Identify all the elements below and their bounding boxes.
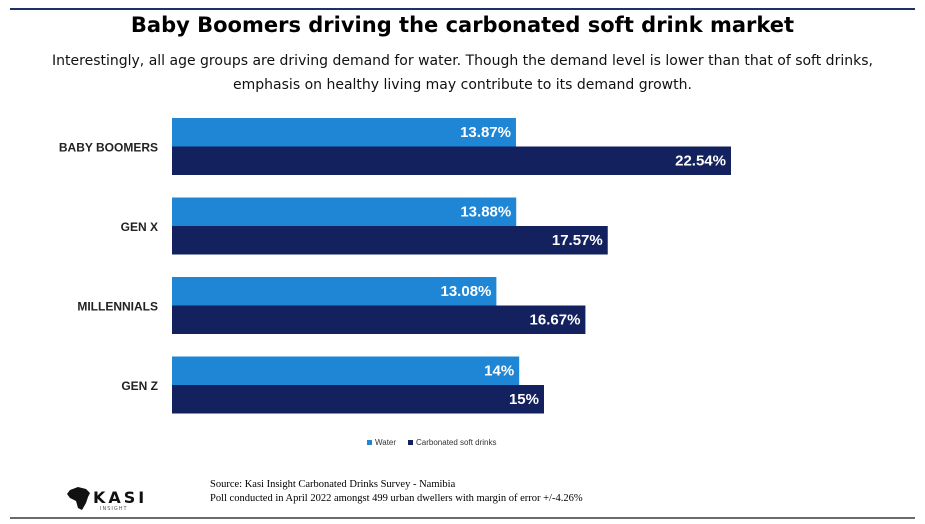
data-label: 15% [509,391,539,408]
legend-label: Carbonated soft drinks [416,438,497,447]
legend-label: Water [375,438,396,447]
chart-subtitle: Interestingly, all age groups are drivin… [52,53,873,93]
category-label: MILLENNIALS [77,300,158,314]
data-label: 13.08% [441,283,492,300]
category-label: BABY BOOMERS [59,141,158,155]
bar-carbonated [172,146,731,175]
data-label: 14% [484,363,514,380]
bar-water [172,197,517,226]
data-label: 16.67% [530,312,581,329]
top-divider [10,8,915,10]
bar-water [172,277,497,306]
source-note: Source: Kasi Insight Carbonated Drinks S… [210,478,583,506]
data-label: 13.87% [460,124,511,141]
logo-subtext: INSIGHT [100,506,128,512]
africa-map-logo-icon [67,487,90,510]
legend-swatch [367,440,372,445]
data-label: 13.88% [460,204,511,221]
legend-swatch [408,440,413,445]
bottom-divider [10,517,915,519]
bar-water [172,356,520,385]
data-label: 17.57% [552,232,603,249]
logo-text: KASI [93,488,148,507]
data-label: 22.54% [675,153,726,170]
category-label: GEN Z [121,379,158,393]
source-line-1: Source: Kasi Insight Carbonated Drinks S… [210,479,456,490]
bar-carbonated [172,226,608,255]
bar-chart: BABY BOOMERS 13.87% 22.54% GEN X 13.88% 17.57… [59,118,731,447]
source-line-2: Poll conducted in April 2022 amongst 499… [210,493,583,504]
bar-carbonated [172,385,544,414]
category-label: GEN X [121,220,158,234]
bar-carbonated [172,305,586,334]
bar-water [172,118,516,147]
chart-title: Baby Boomers driving the carbonated soft… [130,13,795,37]
